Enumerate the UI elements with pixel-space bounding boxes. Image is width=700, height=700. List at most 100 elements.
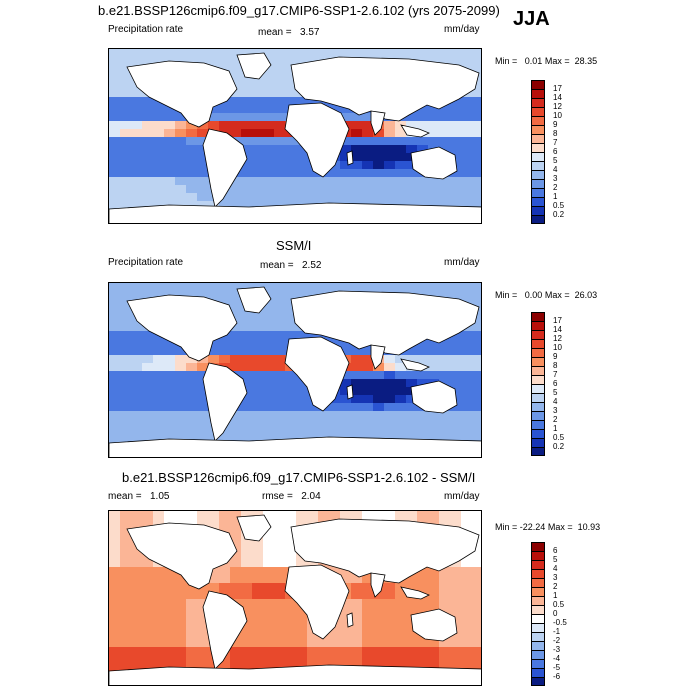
field-cell	[439, 347, 451, 356]
colorbar-tick-label: -0.5	[553, 618, 567, 627]
field-cell	[406, 623, 418, 632]
field-cell	[120, 543, 132, 552]
field-cell	[109, 57, 121, 66]
field-cell	[186, 161, 198, 170]
field-cell	[285, 511, 297, 520]
field-cell	[175, 185, 187, 194]
field-cell	[395, 387, 407, 396]
field-cell	[120, 551, 132, 560]
field-cell	[362, 185, 374, 194]
field-cell	[208, 201, 220, 210]
field-cell	[439, 599, 451, 608]
field-cell	[472, 299, 481, 308]
field-cell	[395, 607, 407, 616]
colorbar-tick-label: 12	[553, 334, 562, 343]
field-cell	[120, 655, 132, 664]
field-cell	[428, 511, 440, 520]
field-cell	[472, 145, 481, 154]
field-cell	[318, 647, 330, 656]
field-cell	[120, 395, 132, 404]
field-cell	[164, 623, 176, 632]
field-cell	[472, 201, 481, 210]
field-cell	[186, 655, 198, 664]
field-cell	[439, 145, 451, 154]
field-cell	[109, 419, 121, 428]
field-cell	[153, 663, 165, 672]
field-cell	[428, 177, 440, 186]
colorbar-swatch	[531, 312, 545, 321]
field-cell	[384, 607, 396, 616]
field-cell	[241, 363, 253, 372]
field-cell	[428, 105, 440, 114]
field-cell	[384, 363, 396, 372]
field-cell	[406, 419, 418, 428]
field-cell	[340, 575, 352, 584]
field-cell	[142, 655, 154, 664]
field-cell	[406, 631, 418, 640]
field-cell	[153, 57, 165, 66]
field-cell	[120, 323, 132, 332]
field-cell	[450, 145, 462, 154]
field-cell	[439, 57, 451, 66]
field-cell	[164, 153, 176, 162]
field-cell	[340, 379, 352, 388]
field-cell	[406, 583, 418, 592]
field-cell	[417, 347, 429, 356]
panel2-map	[108, 282, 482, 458]
field-cell	[153, 427, 165, 436]
field-cell	[186, 169, 198, 178]
field-cell	[230, 527, 242, 536]
colorbar-swatch	[531, 677, 545, 686]
field-cell	[263, 299, 275, 308]
field-cell	[131, 519, 143, 528]
field-cell	[120, 339, 132, 348]
field-cell	[274, 559, 286, 568]
field-cell	[230, 535, 242, 544]
field-cell	[296, 291, 308, 300]
field-cell	[252, 419, 264, 428]
field-cell	[263, 105, 275, 114]
field-cell	[417, 105, 429, 114]
field-cell	[373, 137, 385, 146]
field-cell	[109, 411, 121, 420]
field-cell	[175, 639, 187, 648]
field-cell	[219, 567, 231, 576]
field-cell	[351, 355, 363, 364]
field-cell	[263, 121, 275, 130]
field-cell	[142, 511, 154, 520]
field-cell	[472, 97, 481, 106]
field-cell	[120, 153, 132, 162]
field-cell	[417, 607, 429, 616]
field-cell	[439, 291, 451, 300]
continent-outline	[290, 56, 480, 122]
field-cell	[373, 615, 385, 624]
field-cell	[472, 647, 481, 656]
field-cell	[307, 419, 319, 428]
field-cell	[164, 379, 176, 388]
field-cell	[186, 583, 198, 592]
field-cell	[362, 153, 374, 162]
field-cell	[153, 121, 165, 130]
field-cell	[461, 639, 473, 648]
field-cell	[153, 347, 165, 356]
field-cell	[186, 411, 198, 420]
field-cell	[230, 307, 242, 316]
field-cell	[428, 663, 440, 672]
field-cell	[340, 623, 352, 632]
field-cell	[263, 193, 275, 202]
field-cell	[384, 193, 396, 202]
field-cell	[208, 49, 220, 58]
field-cell	[164, 387, 176, 396]
colorbar-tick-label: 17	[553, 316, 562, 325]
field-cell	[439, 663, 451, 672]
field-cell	[274, 427, 286, 436]
field-cell	[472, 283, 481, 292]
field-cell	[186, 283, 198, 292]
field-cell	[340, 511, 352, 520]
field-cell	[439, 567, 451, 576]
field-cell	[472, 655, 481, 664]
field-cell	[395, 177, 407, 186]
field-cell	[296, 655, 308, 664]
colorbar-tick-label: 1	[553, 424, 558, 433]
colorbar-tick-label: 7	[553, 370, 558, 379]
